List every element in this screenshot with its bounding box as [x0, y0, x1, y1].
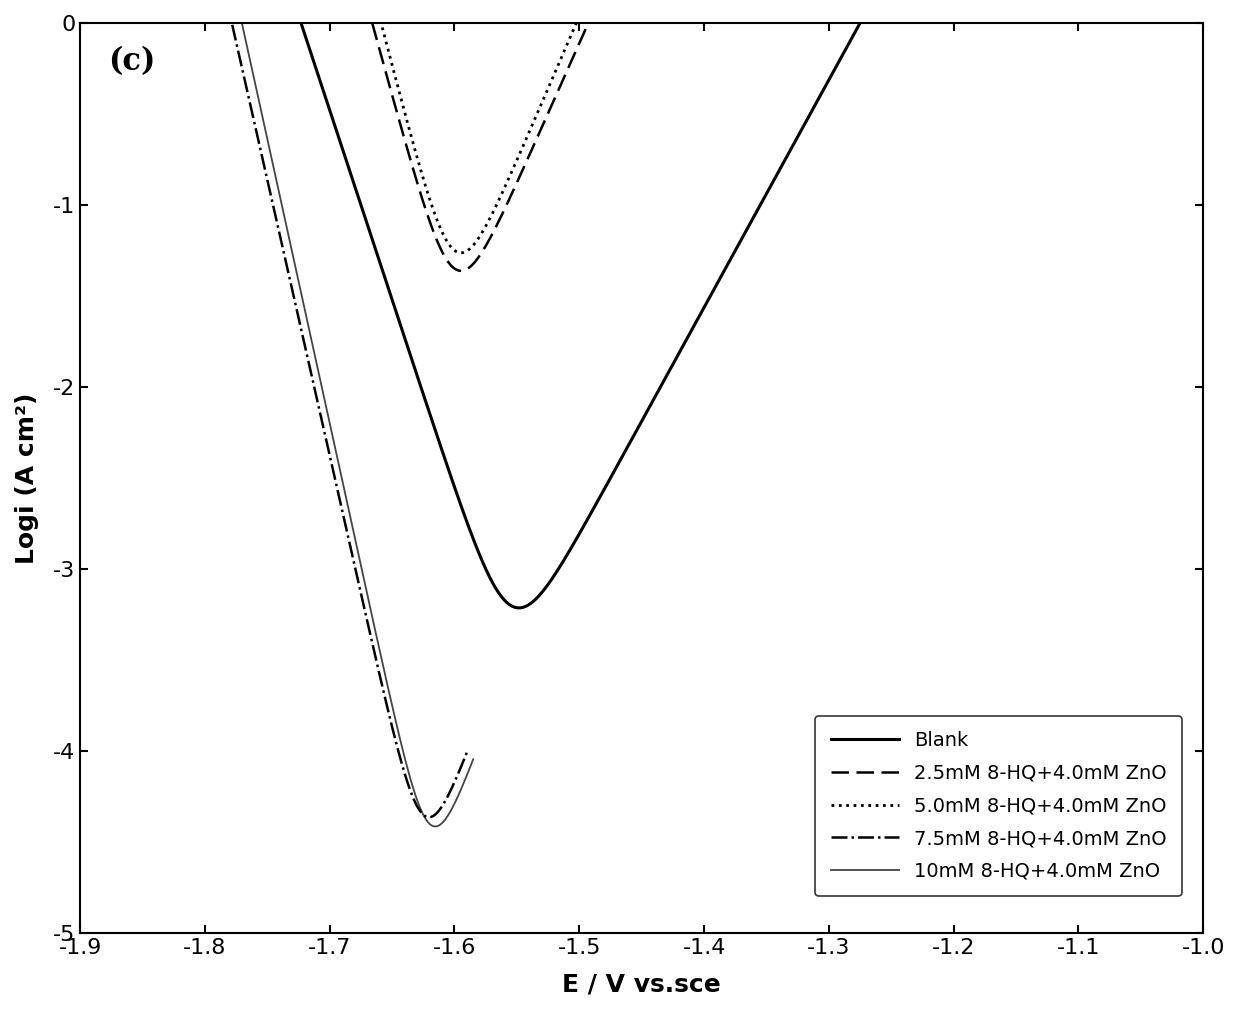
10mM 8-HQ+4.0mM ZnO	[379, 675, 394, 687]
Line: 7.5mM 8-HQ+4.0mM ZnO: 7.5mM 8-HQ+4.0mM ZnO	[81, 0, 467, 817]
Line: 2.5mM 8-HQ+4.0mM ZnO: 2.5mM 8-HQ+4.0mM ZnO	[81, 0, 766, 271]
Text: (c): (c)	[108, 45, 155, 77]
Line: Blank: Blank	[81, 0, 929, 608]
5.0mM 8-HQ+4.0mM ZnO	[374, 22, 389, 34]
2.5mM 8-HQ+4.0mM ZnO	[544, 98, 559, 110]
7.5mM 8-HQ+4.0mM ZnO	[339, 521, 353, 533]
X-axis label: E / V vs.sce: E / V vs.sce	[562, 972, 722, 996]
Legend: Blank, 2.5mM 8-HQ+4.0mM ZnO, 5.0mM 8-HQ+4.0mM ZnO, 7.5mM 8-HQ+4.0mM ZnO, 10mM 8-: Blank, 2.5mM 8-HQ+4.0mM ZnO, 5.0mM 8-HQ+…	[815, 716, 1182, 896]
7.5mM 8-HQ+4.0mM ZnO	[229, 38, 244, 51]
5.0mM 8-HQ+4.0mM ZnO	[544, 73, 559, 85]
Blank	[656, 375, 671, 387]
10mM 8-HQ+4.0mM ZnO	[387, 707, 402, 719]
Y-axis label: Logi (A cm²): Logi (A cm²)	[15, 392, 38, 564]
7.5mM 8-HQ+4.0mM ZnO	[460, 746, 475, 758]
7.5mM 8-HQ+4.0mM ZnO	[422, 811, 436, 823]
10mM 8-HQ+4.0mM ZnO	[232, 4, 247, 16]
Blank	[735, 231, 750, 243]
Blank	[750, 203, 765, 215]
10mM 8-HQ+4.0mM ZnO	[466, 753, 481, 765]
10mM 8-HQ+4.0mM ZnO	[428, 820, 443, 832]
Blank	[415, 388, 430, 400]
5.0mM 8-HQ+4.0mM ZnO	[454, 247, 469, 259]
Blank	[512, 602, 527, 614]
Blank	[446, 479, 461, 491]
7.5mM 8-HQ+4.0mM ZnO	[243, 100, 258, 112]
10mM 8-HQ+4.0mM ZnO	[342, 511, 357, 523]
7.5mM 8-HQ+4.0mM ZnO	[382, 708, 397, 720]
2.5mM 8-HQ+4.0mM ZnO	[454, 265, 469, 277]
10mM 8-HQ+4.0mM ZnO	[246, 69, 260, 81]
2.5mM 8-HQ+4.0mM ZnO	[374, 54, 389, 66]
Line: 5.0mM 8-HQ+4.0mM ZnO: 5.0mM 8-HQ+4.0mM ZnO	[81, 0, 766, 253]
7.5mM 8-HQ+4.0mM ZnO	[374, 678, 389, 691]
Line: 10mM 8-HQ+4.0mM ZnO: 10mM 8-HQ+4.0mM ZnO	[81, 0, 474, 826]
